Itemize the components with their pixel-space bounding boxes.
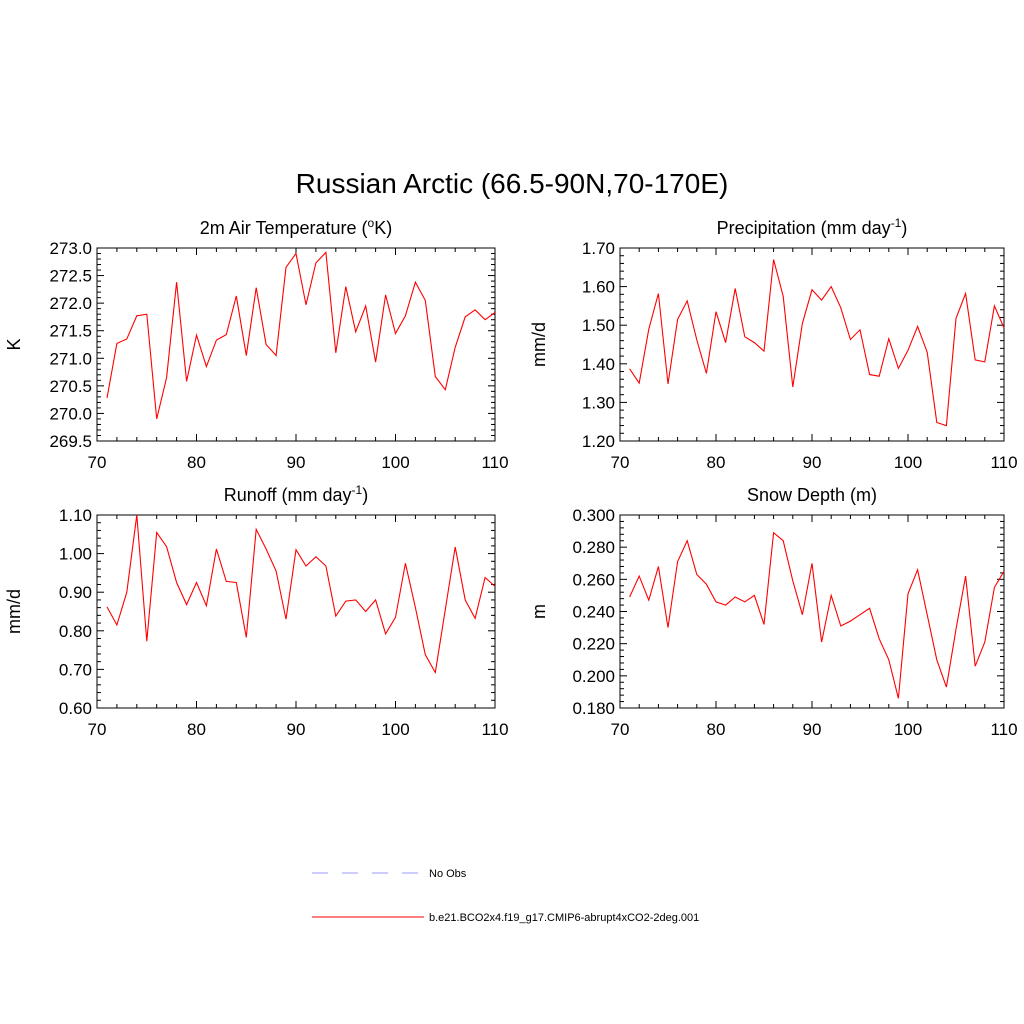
y-axis-label: K xyxy=(4,338,24,350)
y-tick-label: 0.80 xyxy=(59,622,92,641)
plot-frame xyxy=(96,247,496,442)
y-tick-label: 1.60 xyxy=(582,278,615,297)
x-tick-label: 100 xyxy=(894,453,922,472)
x-tick-label: 90 xyxy=(287,453,306,472)
y-tick-label: 271.5 xyxy=(49,322,92,341)
y-tick-label: 270.5 xyxy=(49,377,92,396)
y-tick-label: 0.280 xyxy=(572,538,615,557)
x-tick-label: 80 xyxy=(187,720,206,739)
x-tick-label: 100 xyxy=(894,720,922,739)
y-tick-label: 273.0 xyxy=(49,239,92,258)
y-tick-label: 1.00 xyxy=(59,545,92,564)
legend-label-model: b.e21.BCO2x4.f19_g17.CMIP6-abrupt4xCO2-2… xyxy=(429,912,699,924)
panel-title: Runoff (mm day-1) xyxy=(224,483,368,505)
plot-frame xyxy=(619,247,1005,442)
y-tick-label: 1.30 xyxy=(582,393,615,412)
x-tick-label: 100 xyxy=(381,453,409,472)
y-tick-label: 0.200 xyxy=(572,667,615,686)
x-tick-label: 80 xyxy=(187,453,206,472)
plot-frame xyxy=(619,514,1005,709)
y-axis-label: mm/d xyxy=(529,322,549,367)
y-tick-label: 1.50 xyxy=(582,316,615,335)
y-axis-label: m xyxy=(529,604,549,619)
x-tick-label: 110 xyxy=(990,720,1017,739)
x-tick-label: 90 xyxy=(803,453,822,472)
panel-title: Snow Depth (m) xyxy=(747,485,877,505)
series-line-temperature xyxy=(106,251,496,420)
x-tick-label: 110 xyxy=(481,453,508,472)
panels: 70 80 90 100 110 269.5 270.0 270.5 271.0 271.5 272… xyxy=(4,216,1018,739)
x-tick-label: 110 xyxy=(481,720,508,739)
x-tick-label: 90 xyxy=(287,720,306,739)
panel-snow-depth: 70 80 90 100 110 0.180 0.200 0.220 0.240 0.260 0.2… xyxy=(529,485,1018,739)
plot-frame xyxy=(96,514,496,709)
y-tick-label: 1.10 xyxy=(59,506,92,525)
panel-temperature: 70 80 90 100 110 269.5 270.0 270.5 271.0 271.5 272… xyxy=(4,216,509,472)
x-tick-label: 70 xyxy=(88,720,107,739)
x-tick-label: 70 xyxy=(88,453,107,472)
x-tick-label: 100 xyxy=(381,720,409,739)
y-tick-label: 1.20 xyxy=(582,432,615,451)
panel-title: Precipitation (mm day-1) xyxy=(717,216,908,238)
y-tick-label: 0.70 xyxy=(59,660,92,679)
y-tick-label: 270.0 xyxy=(49,404,92,423)
y-tick-label: 0.300 xyxy=(572,506,615,525)
legend-label-no-obs: No Obs xyxy=(429,868,467,880)
figure-title: Russian Arctic (66.5-90N,70-170E) xyxy=(296,168,729,199)
series-line-snow-depth xyxy=(629,531,1005,699)
series-line-precipitation xyxy=(629,259,1005,427)
panel-runoff: 70 80 90 100 110 0.60 0.70 0.80 0.90 1.00 1.10 mm/d… xyxy=(4,483,509,739)
y-tick-label: 0.180 xyxy=(572,699,615,718)
x-tick-label: 80 xyxy=(707,720,726,739)
y-tick-label: 1.40 xyxy=(582,355,615,374)
y-tick-label: 272.5 xyxy=(49,267,92,286)
legend: No Obs b.e21.BCO2x4.f19_g17.CMIP6-abrupt… xyxy=(312,868,699,924)
y-tick-label: 272.0 xyxy=(49,294,92,313)
y-tick-label: 271.0 xyxy=(49,349,92,368)
series-line-runoff xyxy=(106,514,496,675)
y-tick-label: 269.5 xyxy=(49,432,92,451)
y-tick-label: 0.90 xyxy=(59,583,92,602)
x-tick-label: 70 xyxy=(611,453,630,472)
y-axis-label: mm/d xyxy=(4,589,24,634)
x-tick-label: 80 xyxy=(707,453,726,472)
x-tick-label: 90 xyxy=(803,720,822,739)
x-tick-label: 70 xyxy=(611,720,630,739)
x-tick-label: 110 xyxy=(990,453,1017,472)
y-tick-label: 0.60 xyxy=(59,699,92,718)
y-tick-label: 0.260 xyxy=(572,570,615,589)
y-tick-label: 1.70 xyxy=(582,239,615,258)
panel-title: 2m Air Temperature (oK) xyxy=(200,216,392,238)
y-tick-label: 0.220 xyxy=(572,635,615,654)
panel-precipitation: 70 80 90 100 110 1.20 1.30 1.40 1.50 1.60 1.70 mm/d… xyxy=(529,216,1018,472)
y-tick-label: 0.240 xyxy=(572,603,615,622)
